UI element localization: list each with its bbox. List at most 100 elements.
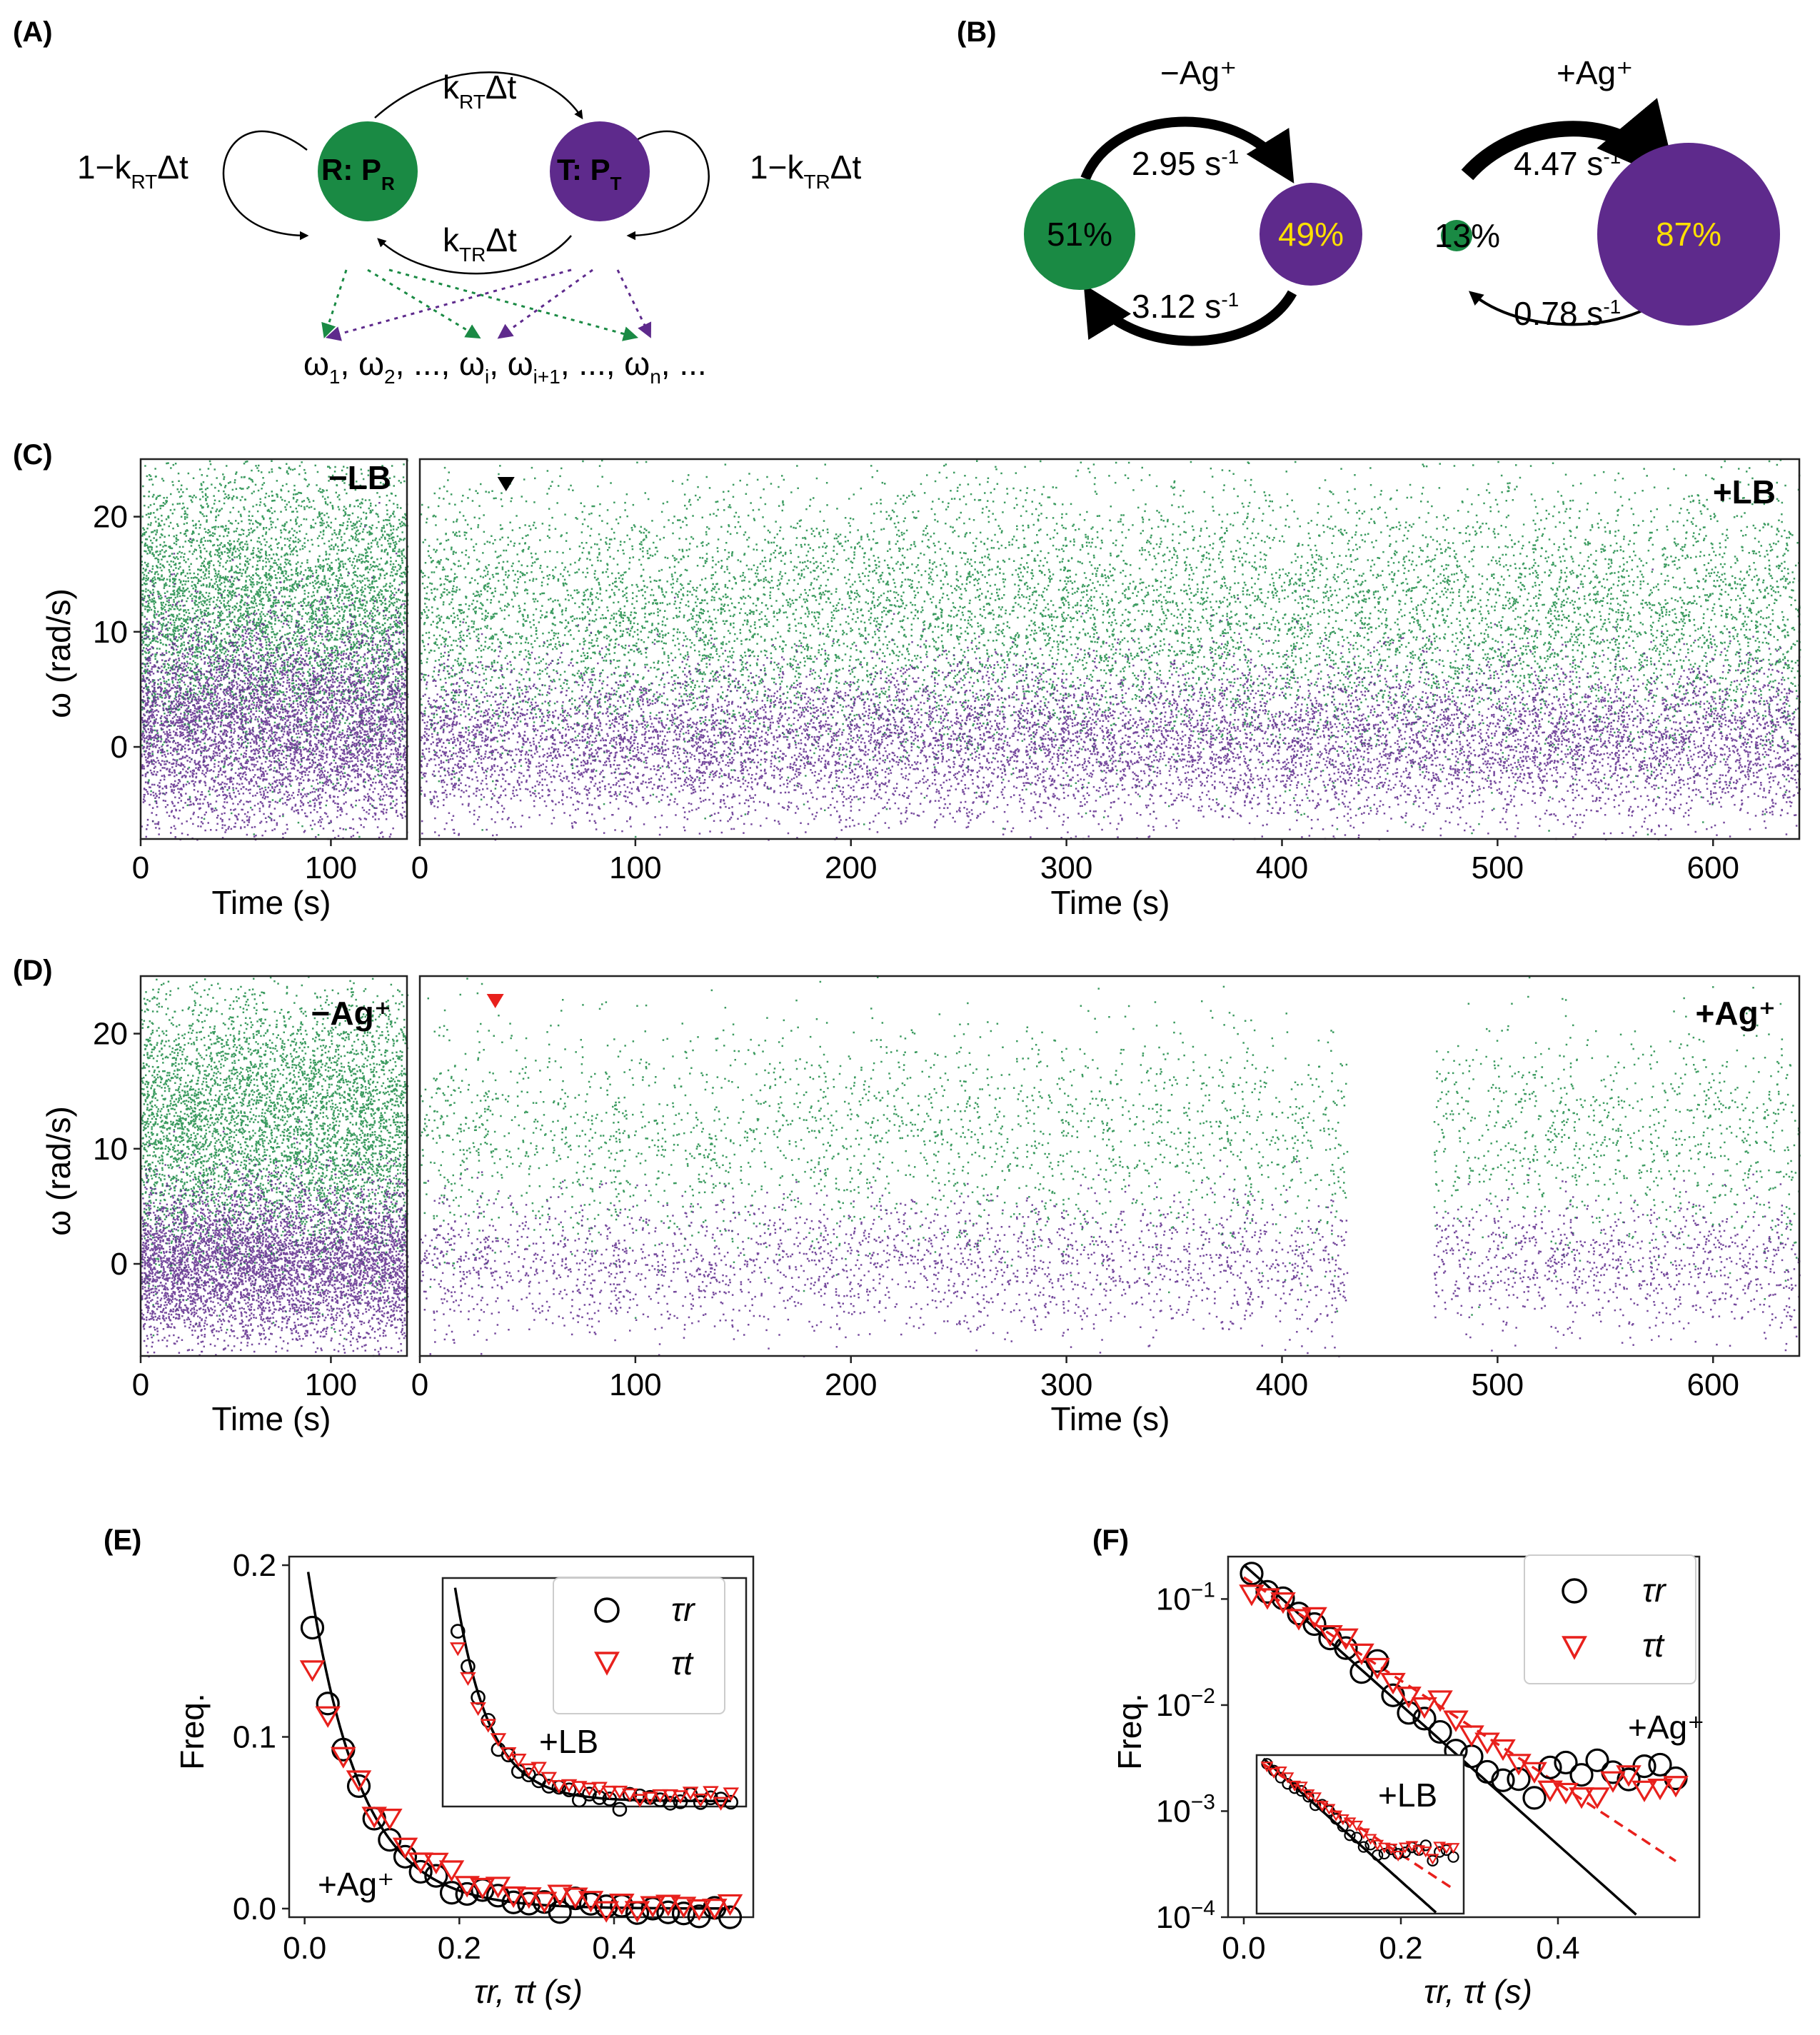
svg-text:1−kRTΔt: 1−kRTΔt	[77, 149, 188, 193]
data-point	[1427, 1854, 1439, 1866]
self-rate-right: 1−k	[750, 149, 804, 186]
svg-text:kRTΔt: kRTΔt	[443, 69, 517, 113]
self-rate-left-sub: RT	[131, 171, 157, 193]
x-tick-label: 0.2	[1379, 1931, 1422, 1966]
arrow-r-to-t	[374, 71, 583, 120]
c-left-xlabel: Time (s)	[212, 884, 331, 921]
data-point	[1334, 1636, 1358, 1660]
self-rate-left: 1−k	[77, 149, 131, 186]
data-point	[561, 1782, 577, 1797]
data-point	[1507, 1767, 1531, 1792]
data-point	[1392, 1850, 1405, 1862]
data-point	[1330, 1813, 1342, 1825]
self-rate-left-tail: Δt	[157, 149, 188, 186]
data-point	[1428, 1719, 1452, 1744]
data-point	[450, 1624, 466, 1639]
data-point	[1459, 1725, 1484, 1747]
d-left-xlabel: Time (s)	[212, 1400, 331, 1437]
emission-arrows	[321, 268, 652, 341]
data-point	[624, 1901, 650, 1923]
y-tick-label: 10	[93, 615, 128, 650]
dots-r	[141, 976, 409, 1340]
f-inset-annotation: +LB	[1378, 1777, 1437, 1814]
data-point	[591, 1782, 608, 1796]
x-tick-label: 0	[411, 1367, 428, 1402]
data-point	[1585, 1748, 1609, 1772]
data-point	[531, 1891, 558, 1914]
panel-d: (D) ω (rad/s) 0 100 0 10 20 0 100 200 300 400 500…	[13, 955, 1801, 1437]
data-point	[560, 1779, 578, 1793]
e-legend-circle-icon	[594, 1597, 620, 1623]
data-point	[1309, 1792, 1322, 1804]
data-point	[1647, 1778, 1673, 1801]
svg-text:R: PR: R: PR	[321, 153, 395, 194]
data-point	[1522, 1786, 1547, 1810]
data-point	[331, 1747, 356, 1769]
data-point	[1439, 1843, 1453, 1854]
data-point	[653, 1792, 668, 1807]
data-point	[1537, 1780, 1563, 1802]
data-point	[1426, 1854, 1439, 1865]
data-point	[501, 1886, 526, 1909]
f-ylabel: Freq.	[1111, 1693, 1148, 1769]
svg-text:0.78 s-1: 0.78 s-1	[1514, 295, 1621, 332]
x-tick-label: 200	[825, 1367, 877, 1402]
e-legend-triangle-icon	[594, 1652, 620, 1676]
data-point	[1381, 1683, 1405, 1707]
data-point	[1663, 1776, 1689, 1798]
x-tick-label: 100	[305, 850, 357, 885]
data-point	[692, 1793, 709, 1807]
x-tick-label: 0.4	[592, 1931, 635, 1966]
self-rate-right-tail: Δt	[830, 149, 862, 186]
data-point	[393, 1844, 418, 1869]
self-loop-r	[222, 130, 309, 241]
data-point	[1412, 1845, 1426, 1856]
data-point	[1294, 1782, 1308, 1793]
e-annotation: +Ag⁺	[318, 1866, 394, 1903]
c-left-tag: −LB	[328, 459, 391, 496]
d-right-tag: +Ag⁺	[1696, 995, 1776, 1032]
data-point	[1281, 1772, 1294, 1784]
f-legend-triangle-icon	[1562, 1636, 1587, 1660]
data-point	[1274, 1767, 1287, 1778]
data-point	[670, 1896, 697, 1919]
state-t-sub: T	[610, 173, 622, 194]
axes-frame	[1227, 1555, 1701, 1919]
series-τt	[449, 1642, 740, 1811]
x-tick-label: 600	[1687, 850, 1739, 885]
state-r-sub: R	[381, 173, 395, 194]
data-point	[501, 1890, 526, 1914]
data-point	[1616, 1765, 1641, 1787]
state-t-label: T: P	[557, 153, 610, 186]
y-tick-label: 10	[93, 1132, 128, 1167]
b-minus-t-pct: 49%	[1278, 216, 1344, 253]
data-point	[1434, 1846, 1446, 1858]
x-tick-label: 0	[132, 850, 149, 885]
data-point	[1419, 1846, 1432, 1858]
axes-frame	[1255, 1754, 1465, 1915]
data-point	[686, 1899, 712, 1921]
data-point	[1286, 1609, 1312, 1631]
data-point	[361, 1807, 387, 1829]
data-point	[300, 1615, 325, 1640]
e-legend-tau-r: τr	[671, 1591, 695, 1628]
data-point	[642, 1792, 658, 1806]
data-point	[1333, 1628, 1359, 1650]
rate-rt-sub: RT	[459, 91, 486, 113]
series-r	[420, 976, 1801, 1319]
data-point	[315, 1706, 341, 1728]
f-annotation: +Ag⁺	[1628, 1709, 1704, 1746]
y-tick-label: 0	[111, 1247, 128, 1282]
b-minus-title: −Ag⁺	[1160, 54, 1237, 91]
series-τt	[299, 1660, 743, 1923]
data-point	[1317, 1624, 1343, 1647]
data-point	[1412, 1697, 1437, 1719]
data-point	[1617, 1767, 1641, 1792]
data-point	[1491, 1768, 1515, 1792]
c-right-plot: 0 100 200 300 400 500 600	[411, 458, 1801, 885]
x-tick-label: 100	[305, 1367, 357, 1402]
data-point	[672, 1790, 689, 1804]
b-plus-arrow-top	[1461, 98, 1678, 184]
data-point	[548, 1900, 572, 1924]
data-point	[455, 1881, 479, 1906]
